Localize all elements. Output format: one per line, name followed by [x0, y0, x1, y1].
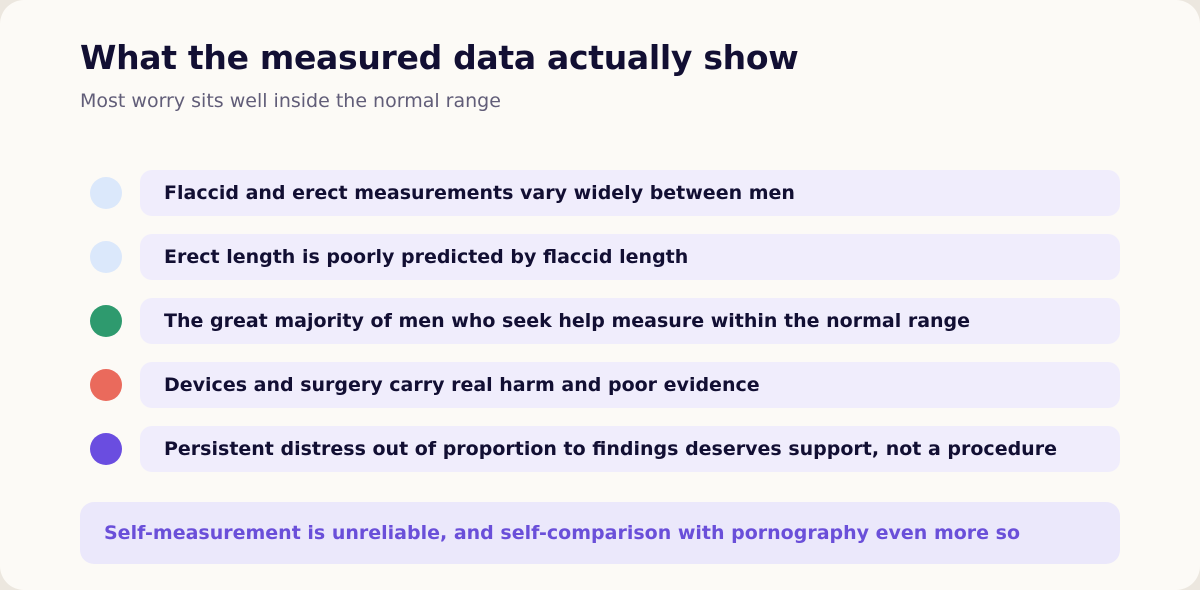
list-item-pill: Flaccid and erect measurements vary wide… — [140, 170, 1120, 216]
list-item-label: The great majority of men who seek help … — [164, 310, 971, 332]
callout-note: Self-measurement is unreliable, and self… — [80, 502, 1120, 564]
list-item-pill: Persistent distress out of proportion to… — [140, 426, 1120, 472]
list-item: Erect length is poorly predicted by flac… — [90, 234, 1120, 280]
list-item: Persistent distress out of proportion to… — [90, 426, 1120, 472]
page-title: What the measured data actually show — [80, 38, 799, 77]
page-subtitle: Most worry sits well inside the normal r… — [80, 90, 501, 112]
status-dot-icon — [90, 177, 122, 209]
callout-note-text: Self-measurement is unreliable, and self… — [104, 522, 1021, 544]
list-item: Devices and surgery carry real harm and … — [90, 362, 1120, 408]
list-item-pill: The great majority of men who seek help … — [140, 298, 1120, 344]
status-dot-icon — [90, 369, 122, 401]
list-item: Flaccid and erect measurements vary wide… — [90, 170, 1120, 216]
status-dot-icon — [90, 241, 122, 273]
list-item-label: Devices and surgery carry real harm and … — [164, 374, 760, 396]
list-item-pill: Devices and surgery carry real harm and … — [140, 362, 1120, 408]
list-item-pill: Erect length is poorly predicted by flac… — [140, 234, 1120, 280]
list-item: The great majority of men who seek help … — [90, 298, 1120, 344]
status-dot-icon — [90, 305, 122, 337]
status-dot-icon — [90, 433, 122, 465]
list-item-label: Persistent distress out of proportion to… — [164, 438, 1057, 460]
list-item-label: Flaccid and erect measurements vary wide… — [164, 182, 795, 204]
list-item-label: Erect length is poorly predicted by flac… — [164, 246, 689, 268]
